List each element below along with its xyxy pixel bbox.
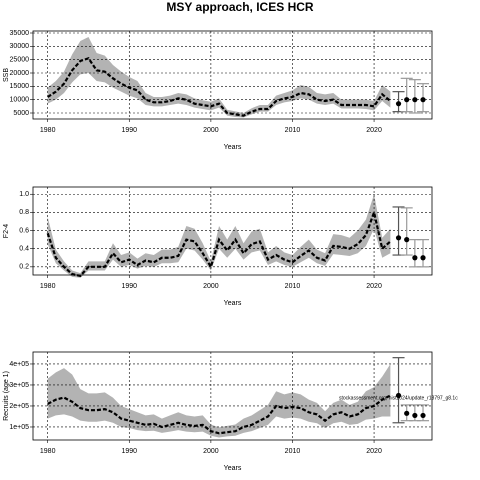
chart-title: MSY approach, ICES HCR: [166, 0, 313, 14]
annotation: stockassessment.org, hist2024/update_r18…: [339, 395, 458, 401]
y-tick-label: 30000: [10, 43, 30, 50]
y-tick-label: 3e+05: [9, 382, 29, 389]
forecast-point: [404, 97, 410, 103]
y-tick-label: 1.0: [19, 191, 29, 198]
x-tick-label: 2000: [203, 127, 219, 134]
forecast-point: [420, 255, 426, 261]
x-tick-label: 1990: [121, 283, 137, 290]
x-tick-label: 1980: [40, 448, 56, 455]
y-tick-label: 0.6: [19, 227, 29, 234]
x-tick-label: 2000: [203, 283, 219, 290]
y-tick-label: 1e+05: [9, 424, 29, 431]
series-line: [47, 394, 391, 435]
forecast-point: [420, 412, 426, 419]
plot-frame: [32, 186, 433, 276]
y-tick-label: 15000: [10, 83, 30, 90]
x-tick-label: 2000: [203, 448, 219, 455]
confidence-band: [47, 363, 391, 438]
x-axis-label: Years: [224, 300, 242, 307]
y-tick-label: 5000: [13, 110, 29, 117]
y-tick-label: 10000: [10, 97, 30, 104]
x-tick-label: 2010: [285, 127, 301, 134]
forecast-point: [404, 237, 410, 243]
y-tick-label: 25000: [10, 57, 30, 64]
y-axis-label: F2-4: [3, 224, 10, 239]
x-tick-label: 2020: [366, 127, 382, 134]
y-tick-label: 0.2: [19, 264, 29, 271]
y-tick-label: 4e+05: [9, 361, 29, 368]
x-tick-label: 2010: [285, 448, 301, 455]
x-tick-label: 1990: [121, 127, 137, 134]
forecast-point: [395, 235, 402, 241]
y-tick-label: 0.8: [19, 209, 29, 216]
forecast-point: [412, 255, 418, 261]
y-tick-label: 35000: [10, 30, 30, 37]
x-tick-label: 2020: [366, 448, 382, 455]
y-axis-label: Recruits (age 1): [3, 371, 10, 421]
series-line: [46, 208, 392, 278]
x-tick-label: 2020: [366, 283, 382, 290]
x-tick-label: 2010: [285, 283, 301, 290]
forecast-point: [404, 410, 410, 416]
x-tick-label: 1980: [40, 127, 56, 134]
y-axis-label: SSB: [3, 68, 10, 82]
y-tick-label: 2e+05: [9, 403, 29, 410]
forecast-point: [395, 101, 402, 107]
confidence-band: [47, 37, 391, 118]
forecast-point: [412, 97, 418, 103]
x-tick-label: 1980: [40, 283, 56, 290]
plot-frame: [32, 30, 433, 120]
x-tick-label: 1990: [121, 448, 137, 455]
x-axis-label: Years: [224, 144, 242, 151]
plot-frame: [32, 351, 433, 441]
forecast-point: [420, 97, 426, 103]
x-axis-label: Years: [224, 465, 242, 472]
confidence-band: [47, 194, 391, 278]
series-line: [47, 57, 392, 117]
y-tick-label: 20000: [10, 70, 30, 77]
forecast-point: [412, 412, 418, 419]
y-tick-label: 0.4: [19, 246, 29, 253]
forecast-point: [395, 392, 402, 399]
